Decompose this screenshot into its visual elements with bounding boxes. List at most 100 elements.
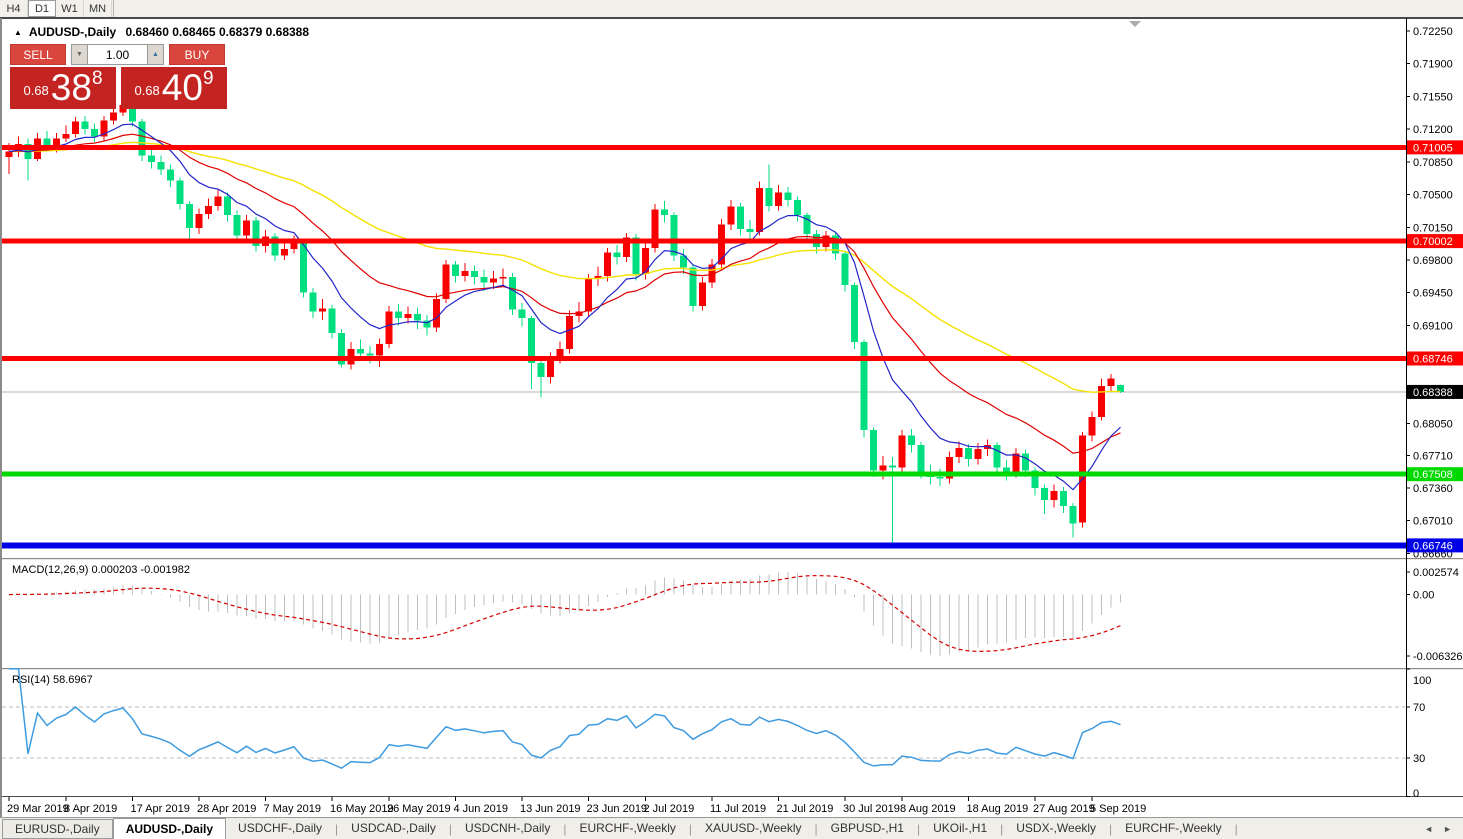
candle-body	[376, 344, 383, 356]
svg-text:0.68388: 0.68388	[1413, 387, 1453, 399]
chart-tab-eurchf-weekly[interactable]: EURCHF-,Weekly	[1125, 820, 1222, 835]
candle-body	[195, 214, 203, 229]
candle-body	[547, 358, 554, 377]
svg-text:0.71200: 0.71200	[1413, 124, 1453, 136]
pane-separator	[2, 558, 1463, 561]
chart-tab-audusd-daily[interactable]: AUDUSD-,Daily	[112, 817, 227, 839]
tab-scroll-right-arrow[interactable]: ►	[1443, 823, 1452, 834]
level-price-tag-0.66746: 0.66746	[1407, 538, 1463, 553]
level-price-tag-0.71005: 0.71005	[1407, 140, 1463, 155]
chart-tab-usdx-weekly[interactable]: USDX-,Weekly	[1016, 820, 1097, 835]
sell-price-prefix: 0.68	[23, 83, 49, 98]
svg-text:30: 30	[1413, 753, 1425, 765]
tab-separator: |	[1234, 821, 1238, 836]
svg-text:0.70850: 0.70850	[1413, 157, 1453, 169]
svg-text:0.68746: 0.68746	[1413, 353, 1453, 365]
sell-price-pip: 8	[91, 68, 103, 89]
chart-tab-usdchf-daily[interactable]: USDCHF-,Daily	[238, 820, 323, 835]
chart-tab-eurchf-weekly[interactable]: EURCHF-,Weekly	[579, 820, 676, 835]
chart-tab-gbpusd-h1[interactable]: GBPUSD-,H1	[830, 820, 904, 835]
tab-scroll-left-arrow[interactable]: ◄	[1424, 823, 1434, 834]
svg-text:26 May 2019: 26 May 2019	[387, 803, 451, 815]
svg-text:0.67360: 0.67360	[1413, 483, 1453, 495]
candle-body	[243, 220, 250, 236]
candle-body	[1088, 416, 1096, 436]
candle-body	[642, 247, 649, 274]
candle-body	[537, 362, 545, 377]
rsi-axis: 100 70 30 0	[1406, 668, 1431, 800]
timeframe-button-h4[interactable]: H4	[0, 0, 28, 17]
svg-text:28 Apr 2019: 28 Apr 2019	[197, 803, 256, 815]
candle-body	[176, 180, 184, 204]
candle-body	[851, 285, 858, 343]
candle-body	[290, 241, 298, 249]
chart-tab-ukoil-h1[interactable]: UKOil-,H1	[933, 820, 988, 835]
candle-body	[499, 276, 507, 279]
candle-body	[319, 308, 326, 312]
candle-body	[1050, 490, 1058, 501]
svg-text:0.67010: 0.67010	[1413, 516, 1453, 528]
chart-tab-usdcad-daily[interactable]: USDCAD-,Daily	[351, 820, 436, 835]
candle-body	[699, 282, 706, 306]
volume-decrease-button[interactable]: ▼	[71, 44, 88, 65]
svg-text:0.69100: 0.69100	[1413, 320, 1453, 332]
buy-price-prefix: 0.68	[134, 83, 160, 98]
candle-body	[271, 236, 279, 256]
candle-body	[53, 138, 60, 146]
macd-histogram	[17, 572, 1122, 656]
candle-body	[328, 308, 336, 333]
macd-signal-line	[8, 574, 1121, 653]
candle-body	[518, 309, 526, 318]
buy-price-box[interactable]: 0.68 40 9	[121, 67, 227, 109]
candle-body	[604, 252, 611, 276]
candle-body	[366, 353, 374, 356]
chart-tab-xauusd-weekly[interactable]: XAUUSD-,Weekly	[705, 820, 802, 835]
candle-body	[689, 267, 697, 306]
chart-canvas[interactable]: 0.72250 0.71900 0.71550 0.71200 0.70850 0.705…	[2, 18, 1463, 817]
candle-body	[72, 121, 79, 134]
tab-separator: |	[814, 821, 818, 836]
candle-body	[670, 215, 678, 256]
volume-input[interactable]	[88, 44, 147, 65]
timeframe-button-w1[interactable]: W1	[56, 0, 84, 17]
buy-button[interactable]: BUY	[169, 44, 225, 65]
svg-text:0.70002: 0.70002	[1413, 236, 1453, 248]
candle-body	[100, 120, 108, 137]
price-axis: 0.72250 0.71900 0.71550 0.71200 0.70850 0.705…	[1406, 26, 1453, 560]
candle-body	[623, 237, 630, 258]
svg-text:0.71900: 0.71900	[1413, 59, 1453, 71]
volume-increase-button[interactable]: ▲	[147, 44, 164, 65]
candle-body	[1098, 386, 1105, 417]
svg-text:0.70500: 0.70500	[1413, 190, 1453, 202]
chart-tab-usdcnh-daily[interactable]: USDCNH-,Daily	[464, 820, 551, 835]
level-price-tag-0.68746: 0.68746	[1407, 351, 1463, 366]
svg-text:29 Mar 2019: 29 Mar 2019	[7, 803, 69, 815]
candle-body	[205, 205, 212, 215]
candle-body	[946, 457, 953, 479]
horizontal-level-lines[interactable]	[2, 144, 1406, 549]
candle-body	[5, 151, 13, 158]
svg-text:0.002574: 0.002574	[1413, 567, 1459, 579]
timeframe-button-mn[interactable]: MN	[84, 0, 112, 17]
buy-price-big: 40	[161, 67, 203, 108]
candle-body	[461, 271, 469, 276]
svg-text:-0.006326: -0.006326	[1413, 651, 1463, 663]
svg-text:21 Jul 2019: 21 Jul 2019	[777, 803, 834, 815]
candle-body	[1117, 385, 1124, 392]
candle-body	[91, 129, 98, 137]
timeframe-button-d1[interactable]: D1	[28, 0, 56, 17]
svg-text:8 Aug 2019: 8 Aug 2019	[900, 803, 956, 815]
chart-tab-eurusd-daily[interactable]: EURUSD-,Daily	[2, 818, 113, 839]
candle-body	[471, 271, 478, 277]
sell-price-box[interactable]: 0.68 38 8	[10, 67, 116, 109]
tab-separator: |	[1109, 821, 1113, 836]
collapse-chart-icon[interactable]: ▲	[14, 28, 22, 37]
candle-body	[756, 188, 763, 232]
candle-body	[974, 448, 982, 460]
candle-body	[442, 264, 450, 300]
sell-button[interactable]: SELL	[10, 44, 66, 65]
candle-body	[1012, 453, 1020, 474]
svg-text:13 Jun 2019: 13 Jun 2019	[520, 803, 581, 815]
candle-body	[157, 161, 165, 170]
